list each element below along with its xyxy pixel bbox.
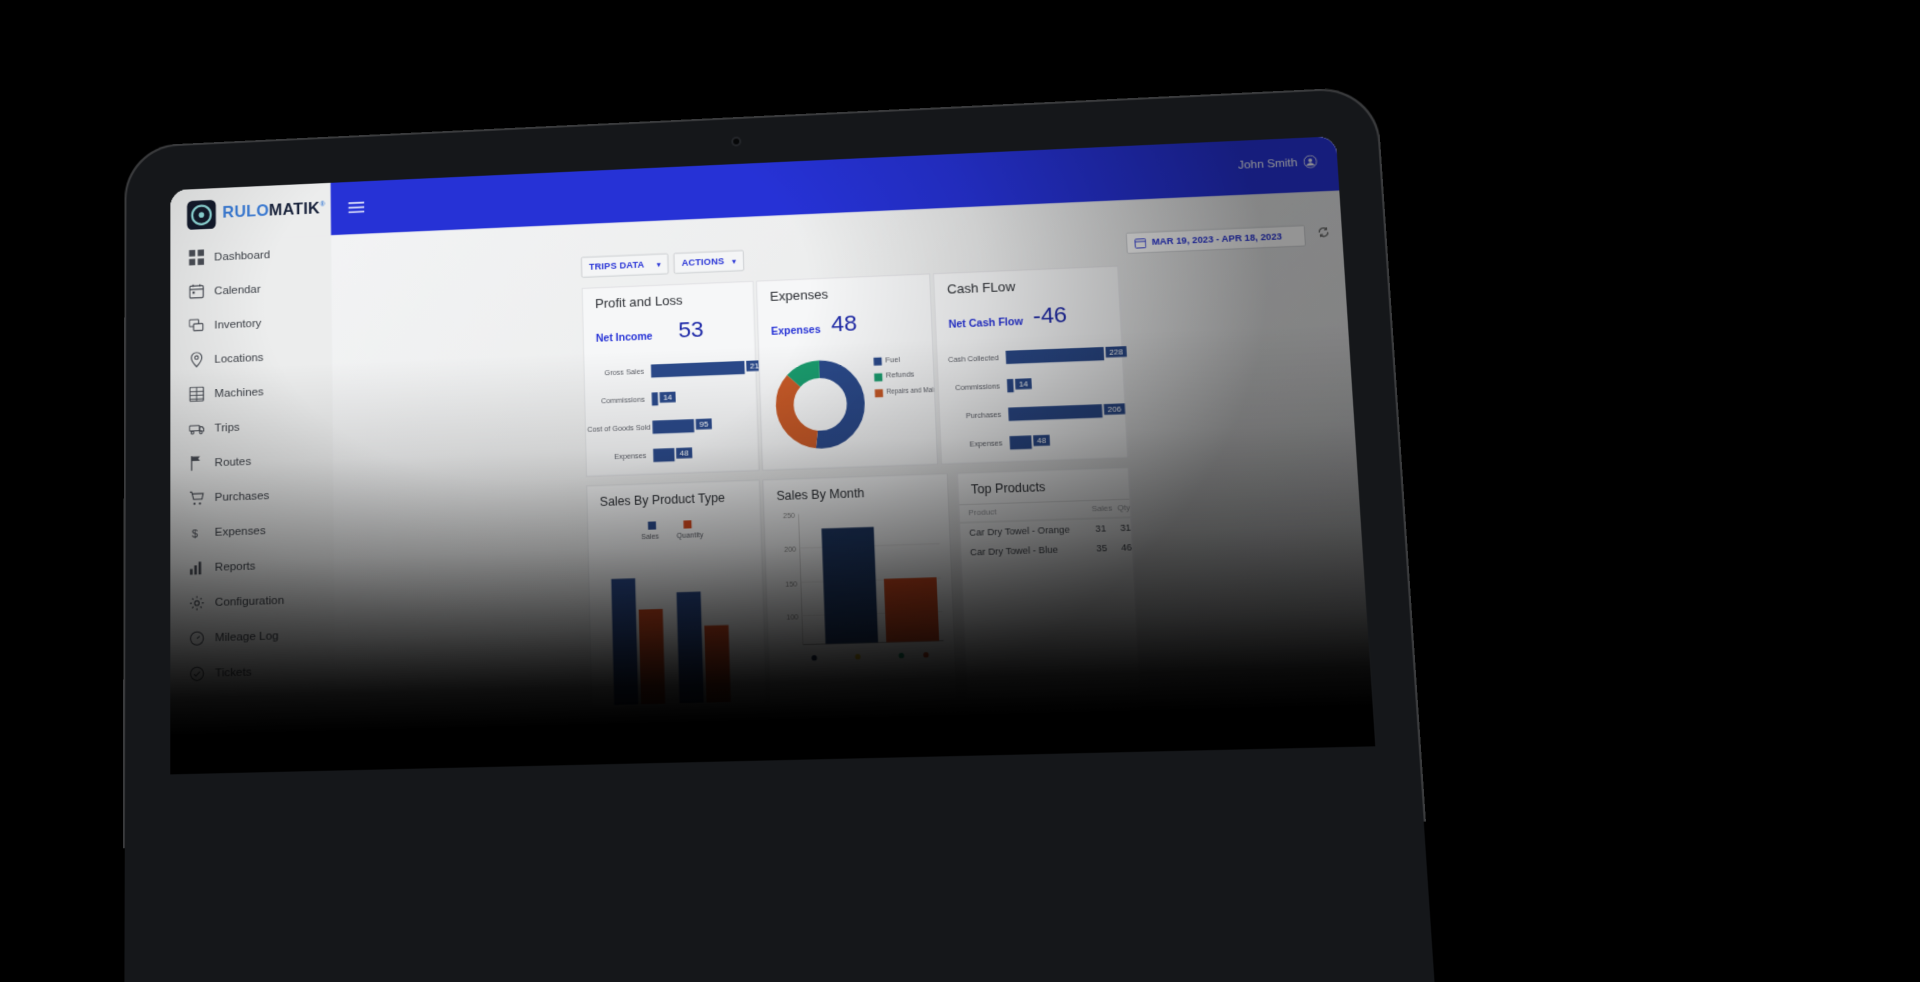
- svg-text:200: 200: [784, 547, 796, 555]
- svg-text:$: $: [192, 528, 199, 540]
- svg-text:150: 150: [785, 581, 797, 589]
- svg-text:100: 100: [786, 614, 798, 622]
- svg-text:250: 250: [783, 513, 795, 521]
